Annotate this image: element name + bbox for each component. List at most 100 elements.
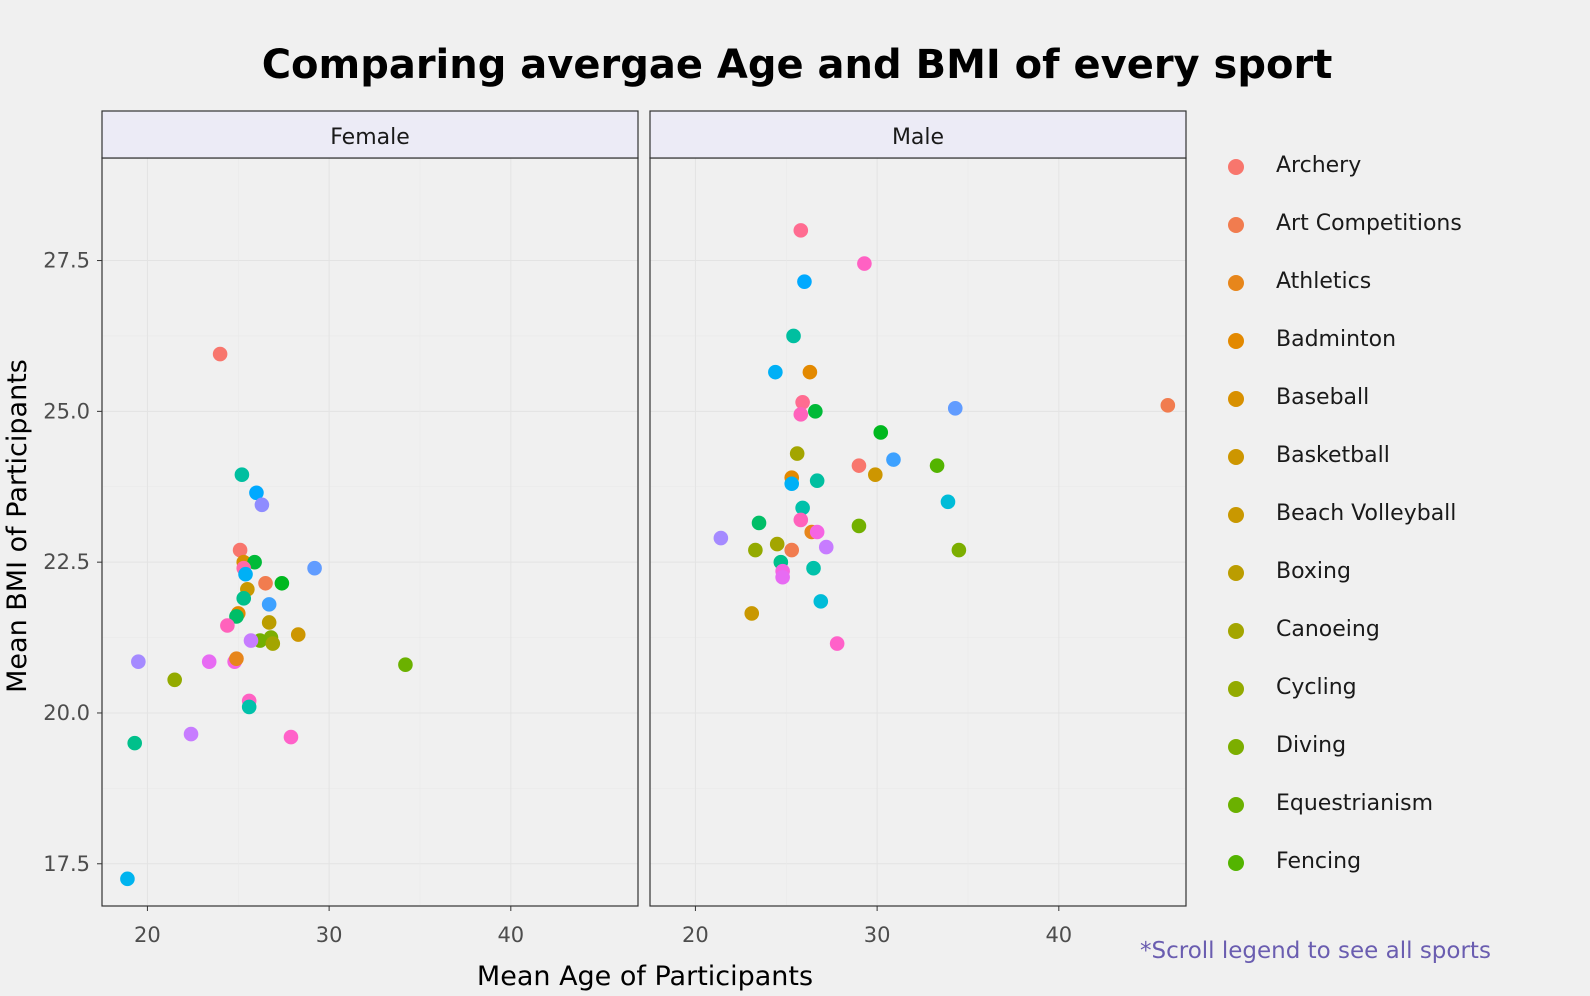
data-point — [793, 223, 809, 238]
data-point — [238, 566, 253, 582]
data-point — [220, 618, 235, 633]
data-point — [940, 494, 956, 510]
panel-female: Female 20 30 40 17.5 20.0 22.5 25.0 27.5 — [43, 110, 639, 947]
data-point — [713, 530, 729, 546]
legend[interactable]: Archery Art Competitions Athletics Badminto… — [1220, 150, 1550, 890]
y-axis-label: Mean BMI of Participants — [2, 359, 33, 693]
data-point — [802, 364, 818, 380]
legend-scrollbar[interactable] — [1550, 150, 1558, 890]
data-point — [793, 512, 809, 528]
data-point — [283, 729, 299, 745]
x-axis-label: Mean Age of Participants — [477, 961, 813, 992]
data-point — [809, 473, 825, 489]
facet-strip — [101, 110, 639, 159]
x-tick-label: 40 — [1045, 923, 1072, 947]
data-point — [818, 539, 834, 555]
data-point — [290, 627, 306, 642]
data-point — [751, 515, 767, 531]
facet-strip-label: Male — [892, 125, 944, 150]
data-point — [167, 672, 182, 688]
x-tick-label: 30 — [864, 923, 891, 947]
data-point — [789, 446, 805, 461]
legend-label: Athletics — [1276, 269, 1372, 294]
data-point — [261, 597, 277, 612]
facet-strip — [649, 110, 1187, 159]
data-point — [265, 636, 281, 651]
data-point — [793, 407, 809, 422]
data-point — [806, 560, 821, 576]
data-point — [851, 458, 867, 473]
data-point — [247, 554, 262, 570]
data-point — [229, 609, 244, 624]
x-tick-label: 20 — [134, 923, 161, 947]
x-tick-label: 30 — [316, 923, 343, 947]
data-point — [241, 699, 257, 715]
legend-marker — [1228, 681, 1244, 697]
legend-label: Cycling — [1276, 675, 1357, 700]
data-point — [857, 256, 872, 271]
legend-marker — [1228, 275, 1244, 291]
data-point — [795, 395, 810, 410]
data-point — [795, 500, 810, 516]
legend-label: Art Competitions — [1276, 211, 1462, 236]
legend-label: Beach Volleyball — [1276, 501, 1457, 526]
data-point — [808, 404, 823, 419]
panel-male: Male 20 30 40 — [649, 110, 1187, 947]
legend-label: Baseball — [1276, 385, 1370, 410]
data-point — [201, 654, 217, 669]
legend-marker — [1228, 391, 1244, 407]
data-point — [797, 274, 812, 289]
data-point — [768, 364, 783, 380]
y-tick-label: 17.5 — [43, 852, 90, 876]
data-point — [274, 575, 290, 591]
data-point — [212, 346, 228, 362]
data-point — [258, 575, 273, 591]
data-point — [748, 542, 763, 558]
data-point — [254, 497, 270, 513]
data-point — [249, 485, 264, 501]
data-point — [127, 735, 143, 751]
scroll-legend-note: *Scroll legend to see all sports — [1140, 938, 1491, 964]
x-tick-label: 40 — [497, 923, 524, 947]
data-point — [951, 542, 967, 558]
panel-frame — [649, 157, 1187, 907]
data-point — [929, 458, 945, 473]
legend-marker — [1228, 739, 1244, 755]
data-point — [829, 636, 845, 651]
data-point — [236, 591, 252, 606]
data-point — [786, 328, 801, 344]
data-point — [809, 524, 825, 540]
data-point — [744, 606, 760, 621]
legend-marker — [1228, 507, 1244, 523]
chart-title: Comparing avergae Age and BMI of every s… — [262, 42, 1333, 88]
legend-label: Diving — [1276, 733, 1347, 758]
data-point — [784, 476, 800, 492]
data-point — [784, 542, 800, 558]
data-point — [261, 615, 277, 630]
data-point — [183, 726, 199, 742]
data-point — [234, 467, 250, 482]
legend-label: Basketball — [1276, 443, 1390, 468]
legend-label: Archery — [1276, 153, 1362, 178]
legend-marker — [1228, 855, 1244, 871]
legend-label: Badminton — [1276, 327, 1397, 352]
data-point — [307, 560, 322, 576]
data-point — [851, 518, 867, 534]
data-point — [232, 542, 248, 558]
legend-label: Boxing — [1276, 559, 1351, 584]
y-tick-label: 22.5 — [43, 550, 90, 574]
y-tick-label: 25.0 — [43, 399, 90, 423]
x-tick-label: 20 — [682, 923, 709, 947]
data-point — [120, 871, 135, 887]
legend-marker — [1228, 159, 1244, 175]
data-point — [813, 594, 829, 609]
legend-marker — [1228, 217, 1244, 233]
data-point — [947, 401, 963, 416]
panels-group: Female 20 30 40 17.5 20.0 22.5 25.0 27.5 Male 20 30… — [43, 110, 1187, 947]
legend-marker — [1228, 333, 1244, 349]
y-tick-label: 27.5 — [43, 249, 90, 273]
legend-marker — [1228, 449, 1244, 465]
data-point — [775, 569, 790, 585]
data-point — [398, 657, 413, 673]
legend-label: Equestrianism — [1276, 791, 1434, 816]
